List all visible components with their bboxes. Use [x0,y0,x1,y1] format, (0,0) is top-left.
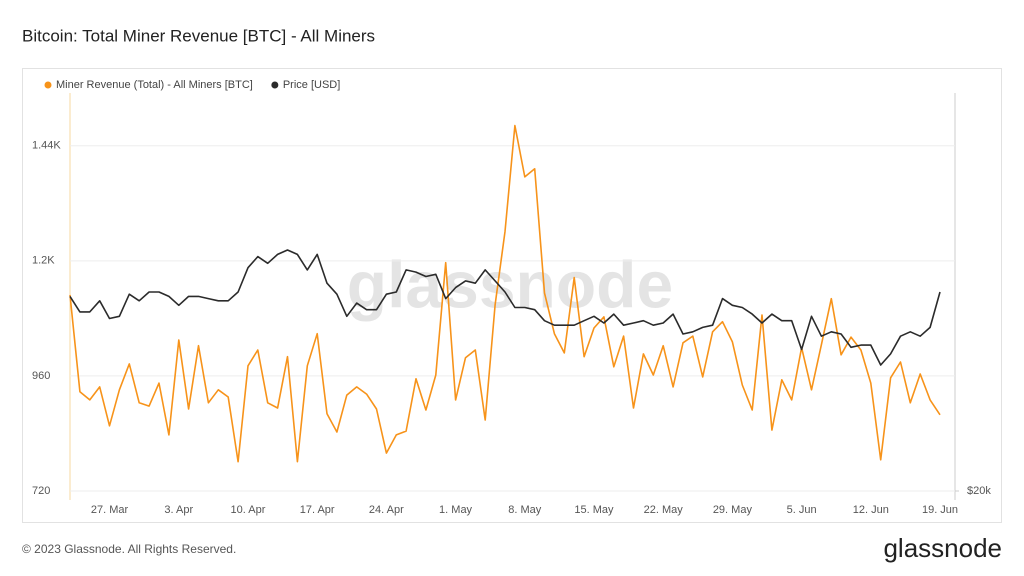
x-tick-label: 3. Apr [164,504,193,516]
x-tick-label: 17. Apr [300,504,335,516]
x-tick-label: 5. Jun [787,504,817,516]
y-tick-label: 1.44K [32,140,61,152]
x-tick-label: 12. Jun [853,504,889,516]
chart-panel [22,68,1002,523]
watermark: glassnode [347,247,673,321]
legend-label: Miner Revenue (Total) - All Miners [BTC] [56,79,253,91]
x-tick-label: 24. Apr [369,504,404,516]
x-tick-label: 27. Mar [91,504,129,516]
legend-label: Price [USD] [283,79,340,91]
x-tick-label: 22. May [644,504,684,516]
y2-tick-label: $20k [967,485,991,497]
y-tick-label: 960 [32,370,50,382]
series-line [69,124,941,463]
series-line [69,249,941,366]
logo: glassnode [883,533,1002,563]
x-tick-label: 19. Jun [922,504,958,516]
x-tick-label: 29. May [713,504,753,516]
x-tick-label: 8. May [508,504,542,516]
legend-swatch [271,81,279,89]
x-tick-label: 1. May [439,504,473,516]
footer: © 2023 Glassnode. All Rights Reserved. [22,542,236,556]
x-tick-label: 10. Apr [231,504,266,516]
chart-title: Bitcoin: Total Miner Revenue [BTC] - All… [22,26,375,45]
x-tick-label: 15. May [574,504,614,516]
y-tick-label: 1.2K [32,255,55,267]
legend-swatch [44,81,52,89]
y-tick-label: 720 [32,485,50,497]
